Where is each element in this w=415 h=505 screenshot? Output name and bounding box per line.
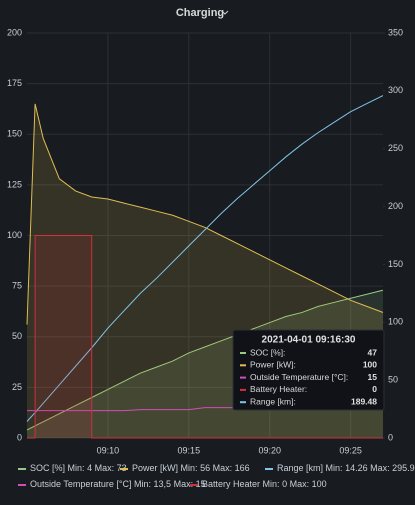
area	[27, 235, 383, 438]
legend-entry: Outside Temperature [°C] Min: 13,5 Max: …	[30, 479, 206, 489]
tooltip-swatch	[240, 352, 246, 354]
tooltip-swatch	[240, 388, 246, 391]
y2-tick-label: 300	[388, 85, 403, 95]
legend-min: 4	[87, 463, 92, 473]
tooltip-name: Battery Heater:	[250, 384, 307, 394]
y-tick-label: 150	[7, 129, 22, 139]
series-line	[26, 95, 384, 422]
y-tick-label: 200	[7, 27, 22, 37]
y-tick-label: 0	[17, 432, 22, 442]
legend-min: 13,5	[154, 479, 172, 489]
legend-name: Outside Temperature [°C]	[30, 479, 131, 489]
legend-max-label: Max:	[370, 463, 390, 473]
y2-tick-label: 350	[388, 27, 403, 37]
y2-tick-label: 50	[388, 375, 398, 385]
title-chevron[interactable]	[221, 10, 229, 15]
y-tick-label: 100	[7, 230, 22, 240]
legend-max: 15	[196, 479, 206, 489]
tooltip-value: 189.48	[351, 396, 377, 406]
tooltip-name: Power [kW]:	[250, 360, 296, 370]
legend-min-label: Min:	[134, 479, 151, 489]
legend-name: Battery Heater	[202, 479, 260, 489]
legend-max-label: Max:	[290, 479, 310, 489]
legend-max: 295.91	[392, 463, 415, 473]
series-line	[27, 235, 383, 439]
tooltip-box	[232, 329, 385, 411]
tooltip-name: Range [km]:	[250, 396, 296, 406]
tooltip-time: 2021-04-01 09:16:30	[262, 335, 356, 346]
y-tick-label: 50	[12, 331, 22, 341]
tooltip-value: 0	[372, 384, 377, 394]
y2-tick-label: 200	[388, 201, 403, 211]
x-tick-label: 09:15	[178, 445, 201, 455]
tooltip-name: SOC [%]:	[250, 347, 285, 357]
y-tick-label: 75	[12, 281, 22, 291]
legend-name: Range [km]	[277, 463, 323, 473]
y-tick-label: 25	[12, 382, 22, 392]
legend-name: SOC [%]	[30, 463, 65, 473]
x-tick-label: 09:10	[97, 445, 120, 455]
legend-min-label: Min:	[326, 463, 343, 473]
legend-max-label: Max:	[174, 479, 194, 489]
y2-tick-label: 0	[388, 432, 393, 442]
legend-min: 0	[282, 479, 287, 489]
tooltip-value: 15	[368, 372, 378, 382]
legend-entry: SOC [%] Min: 4 Max: 73	[30, 463, 127, 473]
legend-entry: Range [km] Min: 14.26 Max: 295.91	[277, 463, 415, 473]
legend-max: 166	[235, 463, 250, 473]
legend-max-label: Max:	[95, 463, 115, 473]
y2-tick-label: 250	[388, 143, 403, 153]
tooltip-swatch	[240, 376, 246, 379]
tooltip-swatch	[240, 401, 246, 404]
tooltip-value: 47	[368, 347, 378, 357]
chart-title: Charging	[176, 7, 224, 19]
legend-max-label: Max:	[213, 463, 233, 473]
tooltip-value: 100	[363, 360, 377, 370]
y-tick-label: 175	[7, 78, 22, 88]
y-tick-label: 125	[7, 179, 22, 189]
legend-entry: Power [kW] Min: 56 Max: 166	[132, 463, 250, 473]
legend-max: 100	[312, 479, 327, 489]
legend-min-label: Min:	[263, 479, 280, 489]
legend-min: 14.26	[345, 463, 368, 473]
tooltip-name: Outside Temperature [°C]:	[250, 372, 348, 382]
legend-min-label: Min:	[68, 463, 85, 473]
y2-tick-label: 150	[388, 259, 403, 269]
legend-min-label: Min:	[181, 463, 198, 473]
y2-tick-label: 100	[388, 317, 403, 327]
legend-entry: Battery Heater Min: 0 Max: 100	[202, 479, 327, 489]
legend-name: Power [kW]	[132, 463, 178, 473]
x-tick-label: 09:25	[339, 445, 362, 455]
x-tick-label: 09:20	[258, 445, 281, 455]
series-line	[26, 289, 384, 431]
legend-min: 56	[200, 463, 210, 473]
series-line	[26, 103, 384, 325]
legend: SOC [%] Min: 4 Max: 73 Power [kW] Min: 5…	[18, 463, 415, 489]
tooltip-swatch	[240, 364, 246, 367]
